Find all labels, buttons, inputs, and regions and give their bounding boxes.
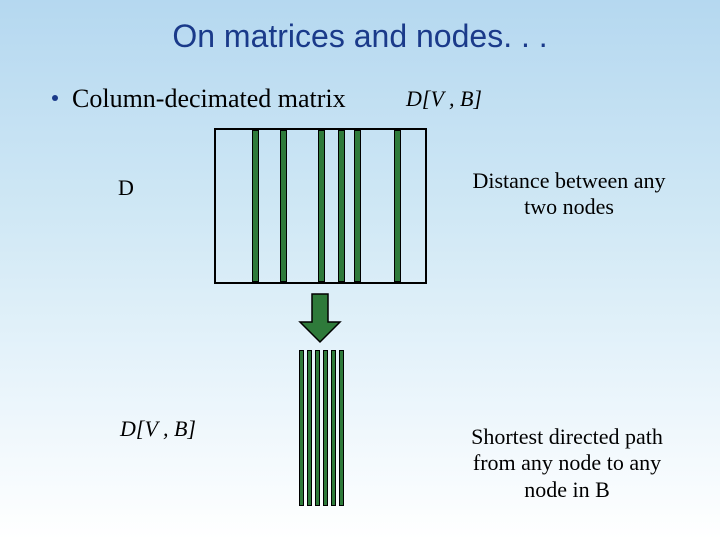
label-d: D [118, 175, 134, 201]
formula-bottom: D[V , B] [120, 416, 196, 442]
matrix-column [315, 350, 320, 506]
arrow-down-icon [298, 292, 342, 349]
matrix-column [354, 130, 361, 282]
matrix-narrow [296, 350, 344, 506]
matrix-column [307, 350, 312, 506]
matrix-column [323, 350, 328, 506]
matrix-column [331, 350, 336, 506]
bullet-line: Column-decimated matrix [52, 84, 346, 114]
page-title: On matrices and nodes. . . [0, 0, 720, 55]
label-shortest: Shortest directed path from any node to … [452, 424, 682, 503]
bullet-dot-icon [52, 95, 58, 101]
matrix-column [280, 130, 287, 282]
matrix-column [339, 350, 344, 506]
formula-top: D[V , B] [406, 86, 482, 112]
matrix-column [318, 130, 325, 282]
matrix-wide [214, 128, 427, 284]
matrix-column [299, 350, 304, 506]
matrix-column [338, 130, 345, 282]
matrix-column [394, 130, 401, 282]
bullet-text: Column-decimated matrix [72, 84, 346, 113]
matrix-column [252, 130, 259, 282]
label-distance: Distance between any two nodes [454, 168, 684, 221]
